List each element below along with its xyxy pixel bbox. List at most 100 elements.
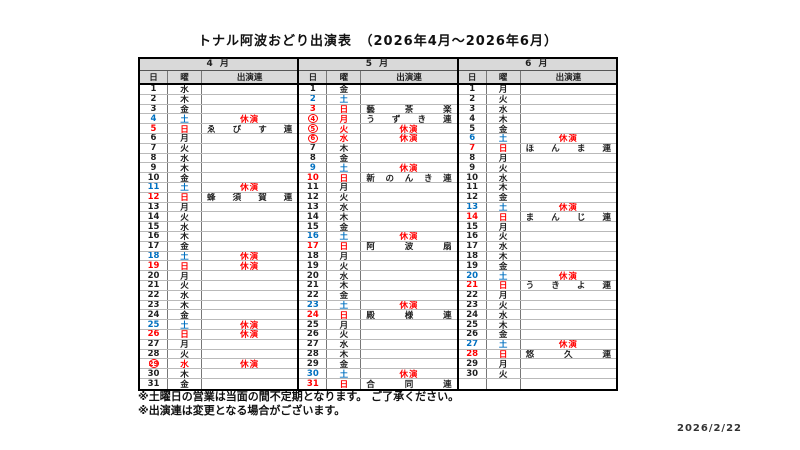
weekday-cell: 木 (327, 349, 362, 359)
schedule-row: 12 火 (299, 192, 457, 203)
performer-cell (361, 359, 456, 368)
schedule-row: 20 月 (140, 271, 298, 281)
day-cell: 27 (299, 339, 328, 349)
day-cell: 18 (299, 251, 328, 261)
day-cell: 17 (140, 241, 168, 251)
day-cell: 13 (459, 202, 487, 212)
day-cell: 6 (299, 133, 328, 143)
performer-char: 連 (283, 193, 293, 202)
weekday-cell: 日 (327, 173, 362, 182)
performer-cell (361, 144, 456, 153)
weekday-cell: 火 (487, 231, 521, 241)
weekday-cell: 月 (168, 271, 202, 280)
day-cell: 21 (299, 280, 328, 290)
performer-cell: ゑびす連 (202, 124, 297, 133)
schedule-row (459, 378, 616, 389)
performer-char: 同 (404, 379, 414, 389)
performer-cell (361, 154, 456, 163)
performer-cell: ほんま連 (521, 144, 616, 152)
weekday-cell: 水 (327, 339, 362, 349)
performer-cell (521, 291, 616, 300)
day-cell: 23 (299, 300, 328, 310)
schedule-row: 24 日殿 様 連 (299, 310, 457, 321)
day-cell: 8 (299, 153, 328, 163)
schedule-row: 29 水 休演 (140, 359, 298, 370)
performer-cell: うきよ連 (521, 281, 616, 289)
performer-cell: 殿様連 (361, 310, 456, 319)
weekday-cell: 土 (168, 320, 202, 329)
weekday-column-header: 曜 (487, 71, 521, 83)
weekday-cell: 火 (487, 300, 521, 310)
column-header-row: 日曜 出演連 (299, 71, 457, 85)
holiday-circled-day: 6 (307, 133, 318, 143)
performer-cell (521, 163, 616, 172)
schedule-row: 5 火 休演 (299, 124, 457, 134)
day-cell: 2 (459, 94, 487, 104)
performer-cell (521, 124, 616, 133)
performer-char: 新 (366, 173, 375, 182)
performer-cell (521, 320, 616, 329)
day-column-header: 日 (299, 71, 328, 83)
schedule-row: 16 火 (458, 231, 616, 242)
day-cell: 2 (140, 94, 168, 104)
weekday-cell: 金 (168, 173, 202, 182)
day-cell: 12 (459, 192, 487, 202)
performer-cell (202, 95, 297, 104)
performer-char: 楽 (443, 105, 452, 114)
performer-cell (521, 242, 616, 251)
performer-cell (361, 330, 456, 339)
weekday-cell: 日 (327, 310, 362, 320)
day-cell: 24 (140, 310, 168, 320)
performer-cell: 休演 (240, 320, 260, 329)
day-cell: 9 (140, 163, 168, 173)
schedule-row: 12 日蜂 須 賀 連 (140, 192, 298, 203)
performer-cell: 休演 (558, 202, 578, 212)
schedule-row: 25 木 (458, 320, 616, 330)
performer-cell (521, 95, 616, 104)
schedule-row: 30 木 (140, 369, 298, 379)
performer-char: 久 (564, 349, 573, 359)
day-cell: 6 (459, 133, 487, 143)
day-cell: 23 (459, 300, 487, 310)
day-cell: 27 (459, 339, 487, 349)
day-cell: 3 (140, 104, 168, 114)
performer-cell: 休演 (240, 251, 260, 261)
weekday-cell: 月 (487, 85, 521, 94)
weekday-cell: 土 (327, 163, 362, 173)
page-title: トナル阿波おどり出演表 （2026年4月～2026年6月） (198, 34, 558, 49)
weekday-cell: 日 (487, 349, 521, 359)
performer-cell (202, 212, 297, 221)
weekday-cell: 土 (327, 369, 362, 378)
performer-cell (521, 222, 616, 231)
performer-char: 合 (366, 379, 375, 389)
performer-cell: 藝茶楽 (361, 105, 456, 114)
schedule-row: 20 土 休演 (458, 271, 616, 281)
performer-cell (202, 144, 297, 153)
performer-cell: 蜂須賀連 (202, 193, 297, 202)
performer-cell (361, 252, 456, 261)
holiday-circled-day: 5 (307, 124, 318, 133)
day-cell: 4 (140, 114, 168, 124)
schedule-row: 26 日 休演 (140, 329, 298, 340)
schedule-row: 30 火 (458, 369, 616, 379)
performer-cell (361, 212, 456, 221)
day-cell: 10 (140, 173, 168, 182)
performer-cell: 休演 (399, 163, 419, 173)
weekday-cell: 月 (327, 251, 362, 261)
performer-cell (202, 105, 297, 114)
schedule-row: 26 火 (299, 329, 457, 340)
performer-cell (361, 183, 456, 192)
performer-cell (361, 261, 456, 270)
performer-cell (361, 222, 456, 231)
day-cell: 5 (459, 124, 487, 133)
performer-cell (202, 340, 297, 349)
performer-char: 扇 (443, 242, 452, 251)
day-cell: 20 (459, 271, 487, 280)
day-cell: 26 (459, 329, 487, 339)
month-header: 5 月 (299, 59, 457, 71)
performer-cell: 阿波扇 (361, 242, 456, 251)
day-cell: 21 (459, 280, 487, 290)
performer-cell (202, 134, 297, 143)
